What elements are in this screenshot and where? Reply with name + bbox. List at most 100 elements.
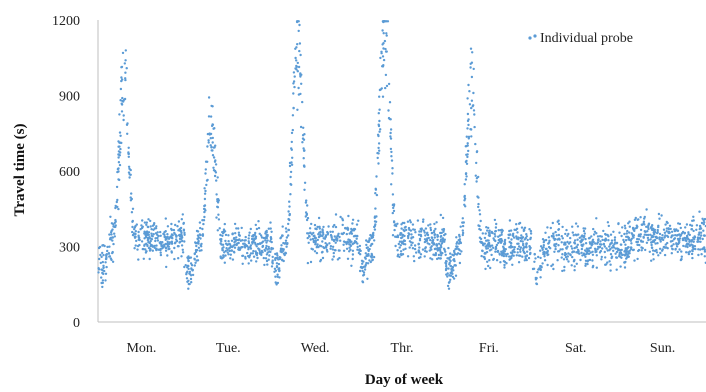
data-point [702,219,705,222]
data-point [508,258,511,261]
data-point [602,229,605,233]
data-point [691,256,694,260]
data-point [437,242,441,245]
data-point [477,205,480,209]
data-point [348,243,352,246]
data-point [269,221,272,224]
data-point [318,244,322,247]
data-point [476,195,479,198]
data-point [274,256,278,260]
data-point [660,214,663,217]
data-point [119,99,122,102]
data-point [219,238,222,241]
data-point [433,233,436,237]
data-point [296,61,299,65]
data-point [137,258,140,261]
data-point [631,248,635,252]
data-point [385,84,389,88]
data-point [598,245,602,249]
data-point [159,230,162,234]
data-point [609,269,612,272]
data-point [692,229,695,233]
data-point [528,228,531,231]
data-point [273,267,277,270]
data-point [269,227,272,230]
data-point [197,246,201,249]
data-point [228,242,231,246]
data-point [451,272,454,275]
data-point [232,250,236,253]
data-point [339,215,342,219]
data-point [390,159,394,162]
data-point [680,255,683,258]
data-point [508,229,511,233]
data-point [661,234,664,237]
data-point [118,113,121,116]
data-point [384,47,387,51]
data-point [703,250,706,253]
data-point [646,226,650,229]
data-point [592,233,596,236]
data-point [137,230,140,234]
data-point [329,245,333,248]
data-point [640,249,643,252]
data-point [425,250,428,253]
data-point [173,257,176,261]
data-point [254,235,258,238]
data-point [466,142,469,145]
data-point [370,236,373,240]
data-point [410,241,413,244]
data-point [640,223,643,226]
data-point [329,230,332,233]
data-point [119,87,123,91]
data-point [386,20,390,23]
data-point [247,241,251,245]
data-point [531,267,535,271]
data-point [566,240,569,244]
data-point [682,244,685,248]
data-point [125,67,128,70]
data-point [658,232,662,236]
data-point [255,251,259,255]
data-point [202,222,205,226]
data-point [517,245,521,248]
data-point [443,240,446,243]
data-point [403,234,406,238]
data-point [602,243,605,246]
data-point [443,233,446,237]
data-point [287,228,291,232]
data-point [102,253,105,257]
data-point [177,234,181,237]
x-tick-label: Mon. [126,341,156,356]
data-point [497,241,500,245]
data-point [553,243,556,246]
data-point [247,246,250,249]
data-point [643,233,646,236]
data-point [623,224,627,227]
data-point [624,243,627,246]
data-point [699,248,702,251]
data-point [455,245,458,248]
data-point [333,235,336,238]
data-point [642,220,646,223]
data-point [537,268,540,271]
data-point [193,252,196,256]
data-point [541,262,544,265]
data-point [241,239,244,242]
data-point [429,226,432,230]
data-point [560,241,563,244]
x-tick-label: Fri. [479,341,499,356]
data-point [558,238,561,241]
data-point [333,249,336,252]
data-point [295,68,298,71]
data-point [660,236,664,240]
data-point [332,255,335,258]
data-point [226,243,229,247]
data-point [173,242,177,245]
data-point [472,67,475,71]
data-point [555,234,558,237]
data-point [325,248,329,252]
data-point [536,271,539,274]
data-point [111,239,114,242]
